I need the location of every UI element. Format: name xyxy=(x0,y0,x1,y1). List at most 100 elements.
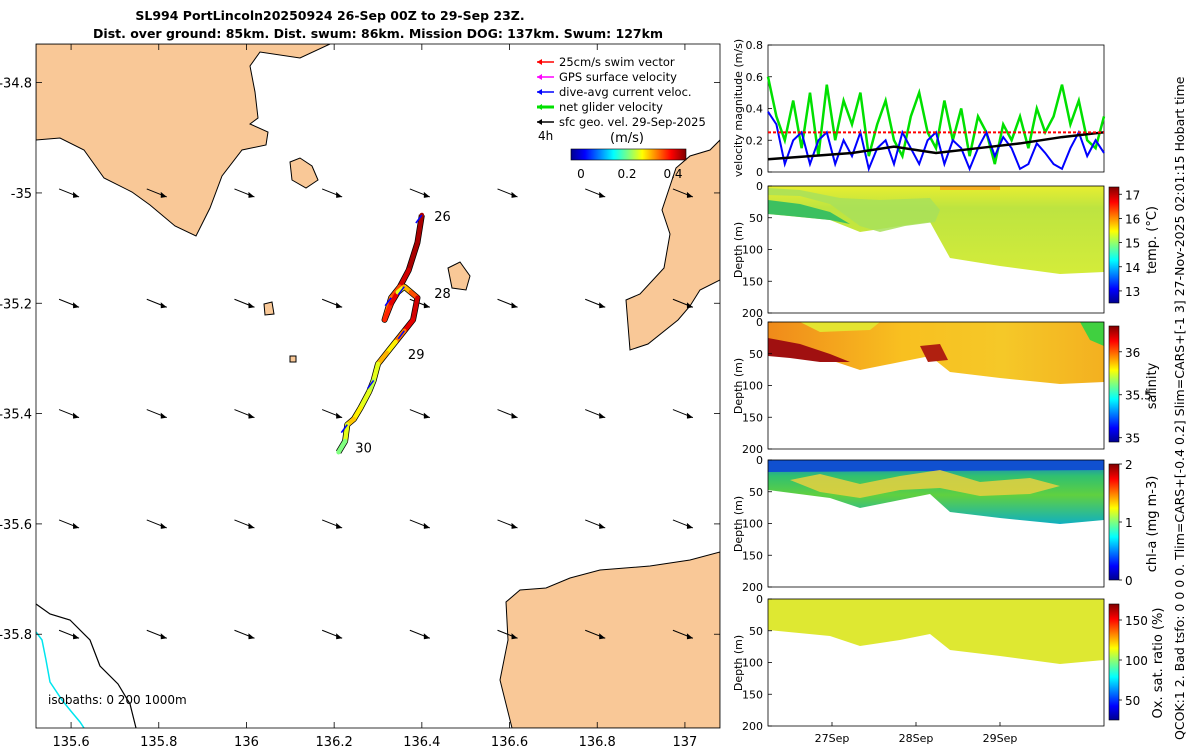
geo-vector-head xyxy=(511,302,518,309)
map-xtick-label: 136.4 xyxy=(403,735,440,750)
depth-tick-label: 150 xyxy=(742,411,763,424)
depth-tick-label: 0 xyxy=(756,593,763,606)
depth-tick-label: 200 xyxy=(742,581,763,594)
salinity-section: Depth (m) salinity 0 50 100 150 200 35 35.5 36 xyxy=(732,316,1160,456)
geo-vector-head xyxy=(336,633,343,640)
geo-vector-head xyxy=(599,191,606,198)
geo-vector-head xyxy=(423,633,430,640)
day-label: 29 xyxy=(408,348,425,363)
legend-label: sfc geo. vel. 29-Sep-2025 xyxy=(559,115,706,129)
velocity-ytick-label: 0.8 xyxy=(746,39,764,52)
legend-arrowhead xyxy=(537,104,542,110)
oxygen-colorbar xyxy=(1108,603,1120,721)
salinity-high-patch xyxy=(768,338,850,362)
geo-vector-head xyxy=(160,191,167,198)
geo-vector-head xyxy=(73,522,80,529)
geo-vector-head xyxy=(511,633,518,640)
temperature-cold-patch xyxy=(768,200,850,224)
map-ytick-label: -35.4 xyxy=(0,408,32,423)
day-labels: 26 28 29 30 xyxy=(355,210,450,457)
colorbar-tick-label: 14 xyxy=(1125,261,1140,275)
depth-tick-label: 150 xyxy=(742,275,763,288)
geo-vector-head xyxy=(160,633,167,640)
salinity-ylabel: Depth (m) xyxy=(732,358,745,414)
chlorophyll-section: Depth (m) chl-a (mg m-3) 0 50 100 150 200 0 1 2 xyxy=(732,454,1160,594)
geo-vector-head xyxy=(511,191,518,198)
colorbar-tick-label: 35.5 xyxy=(1125,389,1152,403)
depth-tick-label: 100 xyxy=(742,657,763,670)
colorbar-tick-label: 1 xyxy=(1125,516,1133,530)
speed-colorbar xyxy=(570,148,687,161)
geo-vector-head xyxy=(423,412,430,419)
oxygen-section: Depth (m) Ox. sat. ratio (%) 0 50 100 150 20… xyxy=(732,593,1166,745)
geo-vector-head xyxy=(599,412,606,419)
track-segment xyxy=(410,295,420,323)
chlorophyll-colorbar-label: chl-a (mg m-3) xyxy=(1145,476,1160,573)
colorbar-tick-label: 50 xyxy=(1125,694,1140,708)
oxygen-field xyxy=(768,599,1104,664)
temperature-colorbar-label: temp. (°C) xyxy=(1145,206,1160,274)
geo-vector-head xyxy=(160,302,167,309)
temperature-warm-surface xyxy=(940,186,1000,190)
geo-vector-head xyxy=(599,522,606,529)
legend-label: GPS surface velocity xyxy=(559,70,677,84)
legend-label: 25cm/s swim vector xyxy=(559,55,675,69)
track-segment xyxy=(375,350,390,367)
legend-label: dive-avg current veloc. xyxy=(559,85,692,99)
chlorophyll-field xyxy=(768,460,1104,524)
salinity-fresh-patch xyxy=(1080,322,1104,346)
geo-vector-head xyxy=(160,412,167,419)
geo-vector-head xyxy=(599,633,606,640)
colorbar-tick-label: 13 xyxy=(1125,285,1140,299)
chlorophyll-max-layer xyxy=(790,470,1060,498)
velocity-panel: 0 0.2 0.4 0.6 0.8 velocity magnitude (m/s) xyxy=(732,39,1106,179)
track-segment xyxy=(336,438,348,455)
oxygen-colorbar-label: Ox. sat. ratio (%) xyxy=(1151,608,1166,719)
isobath-0m xyxy=(36,603,137,728)
colorbar-tick-label: 150 xyxy=(1125,614,1148,628)
geo-vector-head xyxy=(73,191,80,198)
side-note: QCOK:1 2. Bad tsfo: 0 0 0 0. Tlim=CARS+[… xyxy=(1172,76,1187,740)
colorbar-tick-label: 2 xyxy=(1125,458,1133,472)
depth-tick-label: 150 xyxy=(742,549,763,562)
oxygen-ylabel: Depth (m) xyxy=(732,635,745,691)
colorbar-tick-label: 36 xyxy=(1125,346,1140,360)
legend-arrowhead xyxy=(537,119,542,125)
colorbar-tick-label: 35 xyxy=(1125,432,1140,446)
depth-tick-label: 0 xyxy=(756,454,763,467)
current-vector xyxy=(340,424,348,434)
geo-vector-head xyxy=(686,522,693,529)
geo-vector-head xyxy=(423,302,430,309)
depth-tick-label: 50 xyxy=(749,348,763,361)
day-label: 26 xyxy=(434,210,451,225)
track-segment xyxy=(415,212,425,245)
velocity-ytick-label: 0 xyxy=(756,166,763,179)
land-island-4 xyxy=(289,355,297,363)
legend-label: net glider velocity xyxy=(559,100,663,114)
land-kangaroo-island xyxy=(499,551,720,728)
track-segment xyxy=(406,240,420,273)
depth-tick-label: 200 xyxy=(742,443,763,456)
geo-vector-head xyxy=(511,412,518,419)
salinity-colorbar-label: salinity xyxy=(1145,362,1160,409)
depth-tick-label: 200 xyxy=(742,720,763,733)
track-segment xyxy=(402,317,416,334)
date-tick-label: 27Sep xyxy=(815,732,850,745)
current-vector xyxy=(397,286,405,296)
geo-vector-head xyxy=(336,412,343,419)
velocity-ytick-label: 0.2 xyxy=(746,134,764,147)
track-segment xyxy=(358,389,372,411)
geo-vector-head xyxy=(686,302,693,309)
salinity-high-patch-2 xyxy=(920,344,948,362)
depth-tick-label: 200 xyxy=(742,307,763,320)
geo-vector-head xyxy=(248,412,255,419)
geo-vector-head xyxy=(73,412,80,419)
colorbar-tick-label: 16 xyxy=(1125,212,1140,226)
depth-tick-label: 50 xyxy=(749,486,763,499)
geo-velocity-vectors xyxy=(58,188,694,640)
day-label: 28 xyxy=(434,287,451,302)
track-segment xyxy=(371,361,381,383)
track-segment xyxy=(382,301,394,323)
track-segment xyxy=(397,267,411,289)
